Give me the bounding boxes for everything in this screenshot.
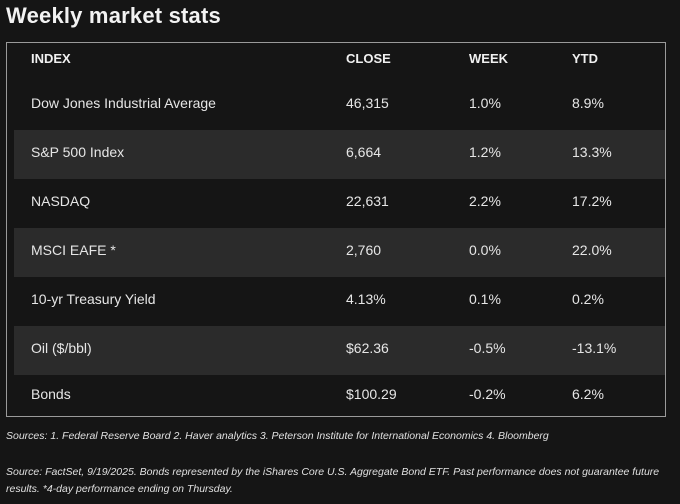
index-name: Bonds [31,386,71,402]
ytd-change: 22.0% [572,242,612,258]
index-name: NASDAQ [31,193,91,209]
week-change: 0.1% [469,291,501,307]
close-value: 4.13% [346,291,386,307]
header-ytd: YTD [572,51,598,66]
table-row: Dow Jones Industrial Average 46,315 1.0%… [14,81,665,130]
ytd-change: -13.1% [572,340,617,356]
week-change: -0.5% [469,340,506,356]
ytd-change: 6.2% [572,386,604,402]
table-header: INDEX CLOSE WEEK YTD [7,43,665,79]
index-name: Dow Jones Industrial Average [31,95,216,111]
index-name: MSCI EAFE * [31,242,116,258]
close-value: $100.29 [346,386,397,402]
close-value: 46,315 [346,95,389,111]
header-week: WEEK [469,51,508,66]
week-change: 1.2% [469,144,501,160]
index-name: S&P 500 Index [31,144,125,160]
close-value: 22,631 [346,193,389,209]
ytd-change: 0.2% [572,291,604,307]
ytd-change: 17.2% [572,193,612,209]
table-row: MSCI EAFE * 2,760 0.0% 22.0% [14,228,665,277]
ytd-change: 13.3% [572,144,612,160]
sources-note: Sources: 1. Federal Reserve Board 2. Hav… [6,430,549,442]
table-row: S&P 500 Index 6,664 1.2% 13.3% [14,130,665,179]
close-value: 6,664 [346,144,382,160]
week-change: 2.2% [469,193,501,209]
disclaimer-note: Source: FactSet, 9/19/2025. Bonds repres… [6,466,660,495]
market-stats-table: INDEX CLOSE WEEK YTD Dow Jones Industria… [6,42,666,417]
page-title: Weekly market stats [6,3,221,28]
table-row: Bonds $100.29 -0.2% 6.2% [14,375,665,415]
index-name: Oil ($/bbl) [31,340,92,356]
week-change: -0.2% [469,386,506,402]
header-index: INDEX [31,51,71,66]
header-close: CLOSE [346,51,391,66]
ytd-change: 8.9% [572,95,604,111]
table-row: 10-yr Treasury Yield 4.13% 0.1% 0.2% [14,277,665,326]
table-row: NASDAQ 22,631 2.2% 17.2% [14,179,665,228]
close-value: 2,760 [346,242,382,258]
table-row: Oil ($/bbl) $62.36 -0.5% -13.1% [14,326,665,375]
close-value: $62.36 [346,340,389,356]
week-change: 1.0% [469,95,501,111]
index-name: 10-yr Treasury Yield [31,291,156,307]
week-change: 0.0% [469,242,501,258]
